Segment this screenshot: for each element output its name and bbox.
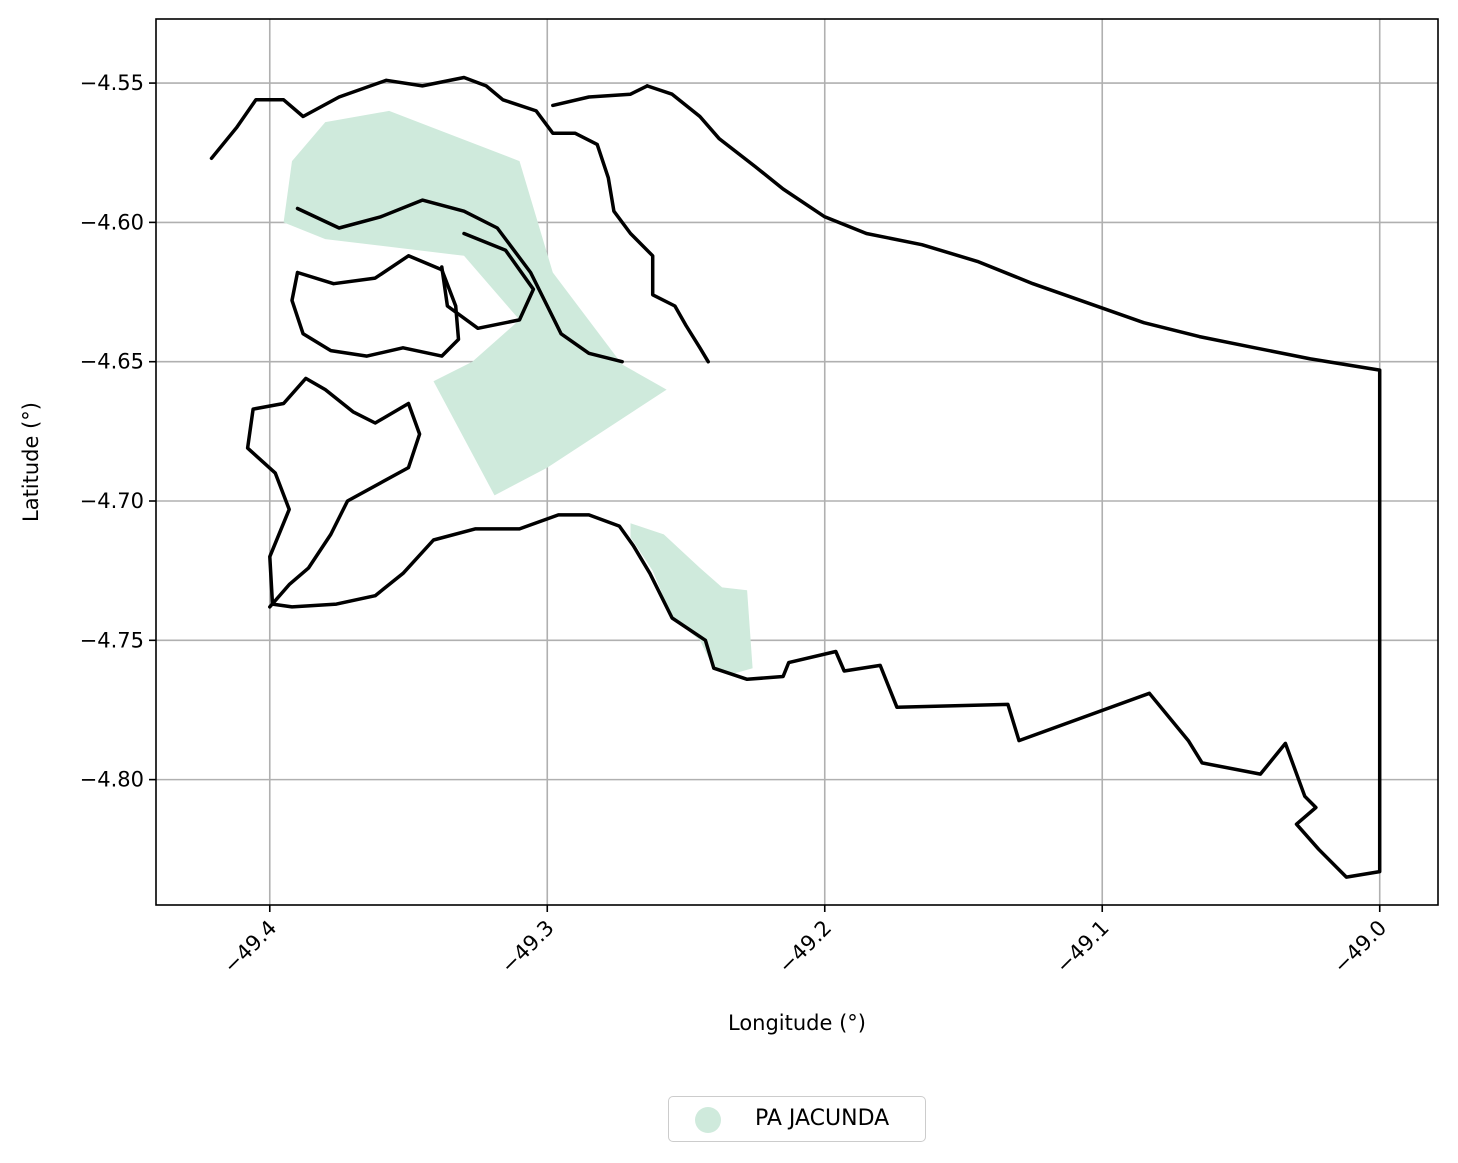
y-tick-label: −4.65 — [80, 350, 144, 374]
boundary-lines — [209, 75, 1382, 879]
x-tick-label: −49.2 — [774, 916, 836, 978]
y-tick-label: −4.60 — [80, 210, 144, 234]
x-tick-label: −49.1 — [1051, 916, 1113, 978]
boundary-outer — [245, 84, 1382, 879]
x-tick-label: −49.0 — [1329, 916, 1391, 978]
boundary-west-island — [290, 254, 461, 358]
y-tick-label: −4.70 — [80, 489, 144, 513]
legend-swatch-icon — [695, 1107, 721, 1133]
legend-label: PA JACUNDA — [755, 1106, 890, 1131]
x-axis-label: Longitude (°) — [728, 1011, 866, 1035]
y-tick-label: −4.80 — [80, 768, 144, 792]
plot-frame — [155, 18, 1439, 906]
x-tick-label: −49.3 — [496, 916, 558, 978]
y-tick-label: −4.55 — [80, 71, 144, 95]
y-axis-label: Latitude (°) — [19, 402, 43, 522]
x-axis-ticks: −49.4 −49.3 −49.2 −49.1 −49.0 — [219, 905, 1391, 978]
boundary-inner-ridge — [295, 198, 624, 364]
filled-area-polygon — [630, 523, 753, 674]
filled-areas — [283, 110, 753, 674]
legend: PA JACUNDA — [668, 1096, 926, 1142]
y-tick-label: −4.75 — [80, 628, 144, 652]
x-tick-label: −49.4 — [219, 916, 281, 978]
filled-area-polygon — [283, 110, 667, 496]
boundary-north-lobe — [209, 75, 710, 364]
y-axis-ticks: −4.55 −4.60 −4.65 −4.70 −4.75 −4.80 — [80, 71, 156, 792]
boundary-interior-inlet — [440, 231, 536, 331]
boundary-north-branch — [551, 84, 649, 108]
